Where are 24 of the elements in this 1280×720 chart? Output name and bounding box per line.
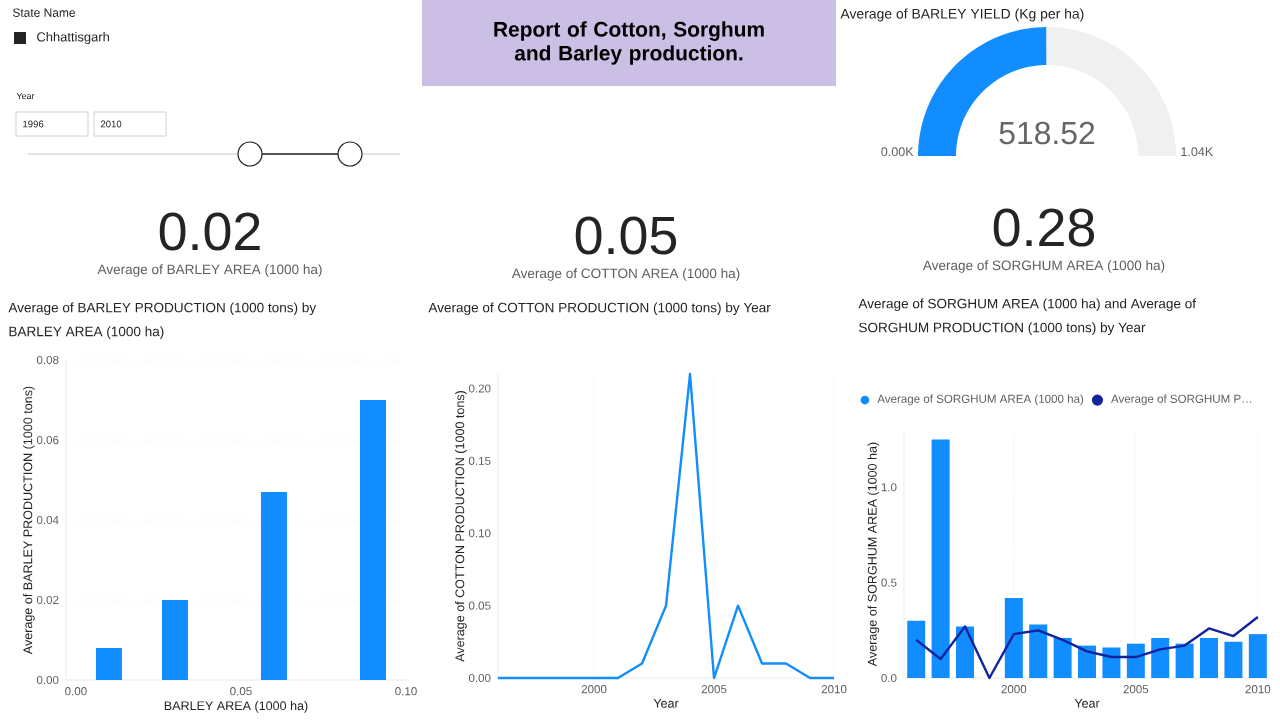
bar — [1248, 634, 1267, 679]
text: 0.28 — [993, 208, 1095, 247]
bar — [95, 648, 122, 681]
bar — [956, 626, 975, 679]
bar — [931, 439, 950, 679]
bar — [1175, 643, 1194, 679]
bar — [1053, 637, 1072, 679]
bar — [1102, 647, 1121, 679]
bar — [1126, 643, 1145, 679]
bar — [1224, 641, 1243, 679]
text: 0.02 — [159, 212, 260, 251]
bar — [1004, 597, 1023, 679]
data-label: 518.52 — [999, 121, 1095, 145]
text: 0.05 — [575, 216, 677, 255]
bar — [1029, 624, 1048, 679]
bar — [260, 492, 287, 681]
bar — [907, 620, 926, 679]
bar — [1151, 637, 1170, 679]
line-series — [915, 615, 1260, 680]
text: Report of Cotton, Sorghum and Barley production. — [494, 21, 764, 65]
bar — [1200, 637, 1219, 679]
bar — [161, 600, 188, 681]
bar — [360, 400, 386, 681]
bar — [1078, 645, 1097, 679]
